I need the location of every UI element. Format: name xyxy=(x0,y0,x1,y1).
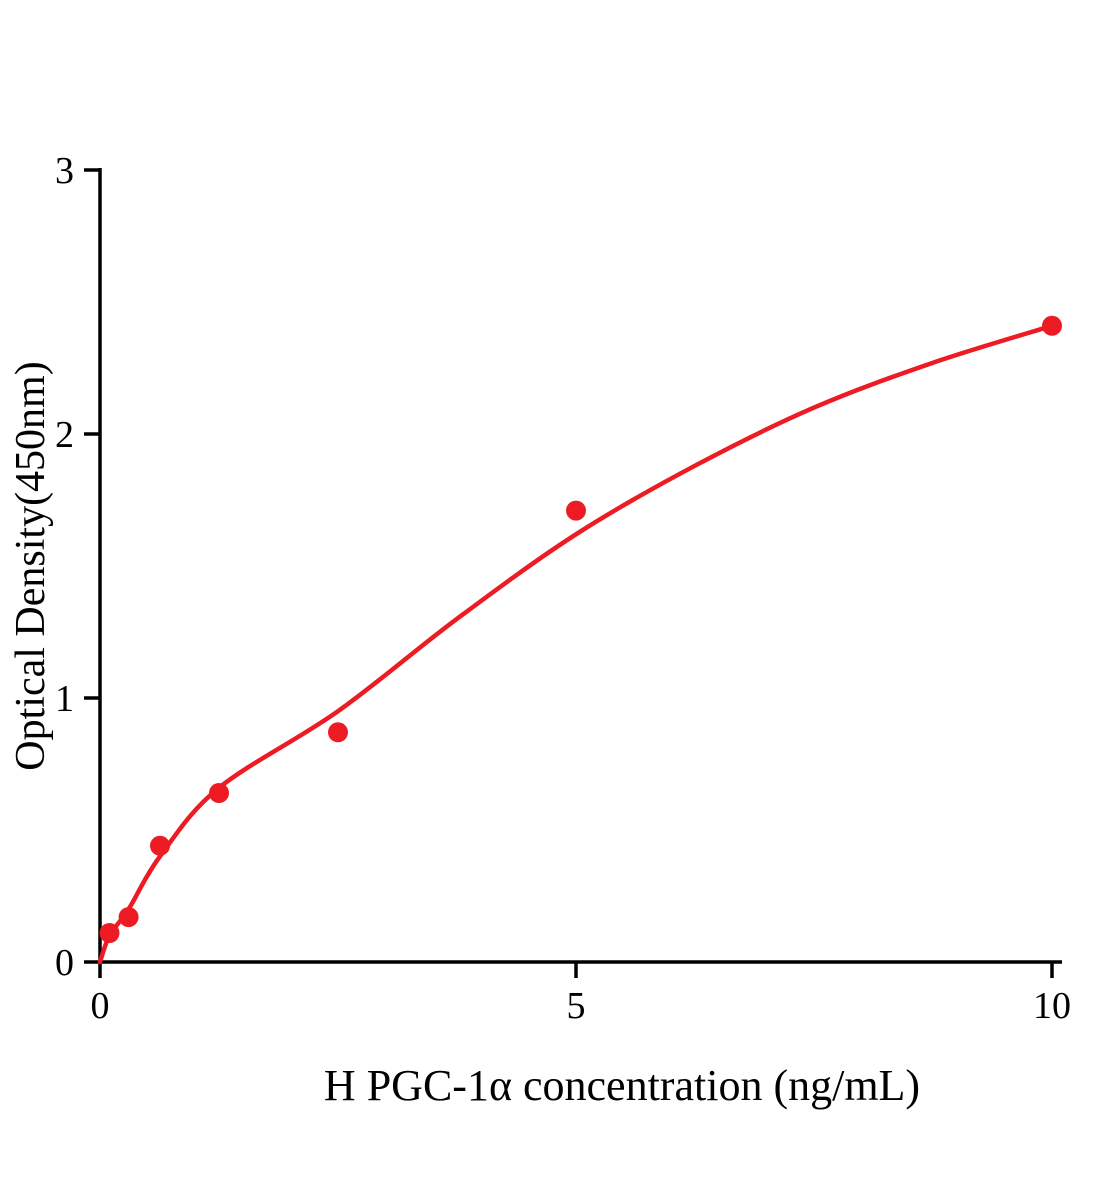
axes-layer xyxy=(98,168,1062,964)
data-point xyxy=(1042,315,1062,336)
points-layer xyxy=(99,315,1062,943)
fit-curve xyxy=(97,323,1055,965)
y-tick-label: 3 xyxy=(55,150,74,192)
x-tick-label: 5 xyxy=(567,985,586,1027)
data-point xyxy=(150,835,170,856)
data-point xyxy=(566,500,586,521)
y-tick-label: 2 xyxy=(55,414,74,456)
x-tick-label: 10 xyxy=(1033,985,1071,1027)
data-point xyxy=(118,907,139,928)
y-axis-title: Optical Density(450nm) xyxy=(8,361,54,770)
data-point xyxy=(99,923,120,943)
x-axis-title: H PGC-1α concentration (ng/mL) xyxy=(324,1061,920,1110)
curve-layer xyxy=(97,323,1055,965)
ticks-layer: 0 5 10 0 1 2 3 xyxy=(55,150,1071,1027)
data-point xyxy=(328,722,348,743)
data-point xyxy=(209,783,229,803)
y-tick-label: 1 xyxy=(55,678,74,720)
y-tick-label: 0 xyxy=(55,942,74,984)
x-tick-label: 0 xyxy=(91,985,110,1027)
